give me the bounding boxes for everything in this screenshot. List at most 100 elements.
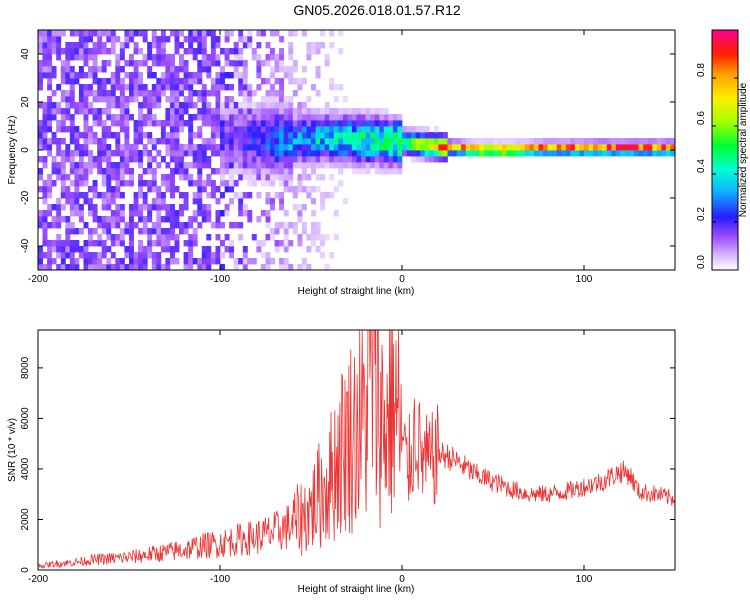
spectrogram-cell: [115, 138, 121, 145]
spectrogram-cell: [165, 78, 171, 85]
spectrogram-cell: [65, 78, 71, 85]
spectrogram-cell: [283, 168, 289, 175]
spectrogram-cell: [570, 150, 576, 157]
spectrogram-cell: [119, 42, 125, 49]
spectrogram-cell: [329, 78, 335, 85]
spectrogram-cell: [183, 60, 189, 67]
spectrogram-cell: [274, 30, 280, 37]
spectrogram-cell: [119, 210, 125, 217]
spectrogram-cell: [306, 246, 312, 253]
spectrogram-cell: [270, 72, 275, 79]
spectrogram-cell: [406, 150, 412, 157]
spectrogram-cell: [320, 234, 326, 241]
spectrogram-cell: [142, 90, 148, 97]
spectrogram-cell: [56, 108, 62, 115]
spectrogram-cell: [97, 48, 103, 55]
spectrogram-cell: [201, 216, 207, 223]
spectrogram-cell: [315, 138, 321, 145]
spectrogram-cell: [288, 96, 294, 103]
spectrogram-cell: [229, 96, 235, 103]
spectrogram-cell: [179, 204, 184, 211]
spectrogram-cell: [174, 144, 180, 151]
spectrogram-cell: [529, 150, 535, 157]
spectrogram-cell: [42, 144, 48, 151]
spectrogram-cell: [97, 90, 103, 97]
spectrogram-cell: [279, 60, 285, 67]
spectrogram-cell: [138, 132, 144, 139]
spectrogram-cell: [101, 150, 107, 157]
spectrogram-cell: [188, 138, 194, 145]
spectrogram-cell: [142, 168, 148, 175]
spectrogram-cell: [442, 144, 448, 151]
spectrogram-cell: [188, 90, 194, 97]
spectrogram-cell: [147, 72, 153, 79]
spectrogram-cell: [370, 150, 376, 157]
spectrogram-cell: [288, 66, 294, 73]
spectrogram-cell: [301, 186, 307, 193]
spectrogram-cell: [101, 156, 107, 163]
spectrogram-cell: [60, 138, 66, 145]
spectrogram-cell: [165, 36, 171, 43]
spectrogram-cell: [543, 138, 548, 145]
spectrogram-cell: [129, 264, 134, 270]
spectrogram-cell: [388, 132, 394, 139]
0-y-tick-label: -40: [20, 238, 31, 253]
spectrogram-cell: [106, 216, 112, 223]
spectrogram-cell: [288, 132, 294, 139]
spectrogram-cell: [210, 30, 216, 37]
spectrogram-cell: [297, 174, 303, 181]
spectrogram-cell: [170, 54, 175, 61]
spectrogram-cell: [288, 126, 294, 133]
spectrogram-cell: [60, 48, 66, 55]
spectrogram-cell: [124, 126, 130, 133]
spectrogram-cell: [406, 126, 412, 133]
spectrogram-cell: [524, 150, 530, 157]
spectrogram-cell: [74, 144, 80, 151]
spectrogram-cell: [151, 72, 157, 79]
spectrogram-cell: [374, 138, 380, 145]
spectrogram-cell: [288, 180, 294, 187]
spectrogram-cell: [110, 186, 116, 193]
spectrogram-cell: [370, 114, 376, 121]
spectrogram-cell: [333, 114, 339, 121]
spectrogram-cell: [151, 96, 157, 103]
spectrogram-cell: [565, 138, 571, 145]
spectrogram-cell: [206, 108, 212, 115]
spectrogram-cell: [251, 138, 257, 145]
spectrogram-cell: [265, 126, 271, 133]
spectrogram-cell: [160, 30, 166, 37]
spectrogram-cell: [192, 54, 198, 61]
spectrogram-cell: [88, 72, 93, 79]
spectrogram-cell: [229, 138, 235, 145]
spectrogram-cell: [306, 54, 312, 61]
spectrogram-cell: [265, 264, 271, 270]
spectrogram-cell: [151, 252, 157, 259]
spectrogram-cell: [351, 126, 357, 133]
spectrogram-cell: [133, 72, 139, 79]
spectrogram-cell: [65, 240, 71, 247]
spectrogram-cell: [124, 96, 130, 103]
spectrogram-cell: [156, 240, 162, 247]
spectrogram-cell: [292, 90, 298, 97]
spectrogram-cell: [115, 204, 121, 211]
spectrogram-cell: [406, 138, 412, 145]
spectrogram-cell: [92, 72, 98, 79]
spectrogram-cell: [297, 84, 303, 91]
spectrogram-cell: [88, 54, 93, 61]
spectrogram-cell: [156, 204, 162, 211]
spectrogram-cell: [356, 132, 362, 139]
spectrogram-cell: [329, 138, 335, 145]
spectrogram-cell: [374, 126, 380, 133]
spectrogram-cell: [429, 132, 435, 139]
spectrogram-cell: [333, 84, 339, 91]
spectrogram-cell: [60, 150, 66, 157]
spectrogram-cell: [160, 48, 166, 55]
spectrogram-cell: [201, 66, 207, 73]
spectrogram-cell: [602, 138, 608, 145]
spectrogram-cell: [170, 252, 175, 259]
spectrogram-cell: [297, 204, 303, 211]
spectrogram-cell: [78, 252, 84, 259]
spectrogram-cell: [83, 36, 89, 43]
spectrogram-cell: [83, 162, 89, 169]
spectrogram-cell: [333, 234, 339, 241]
